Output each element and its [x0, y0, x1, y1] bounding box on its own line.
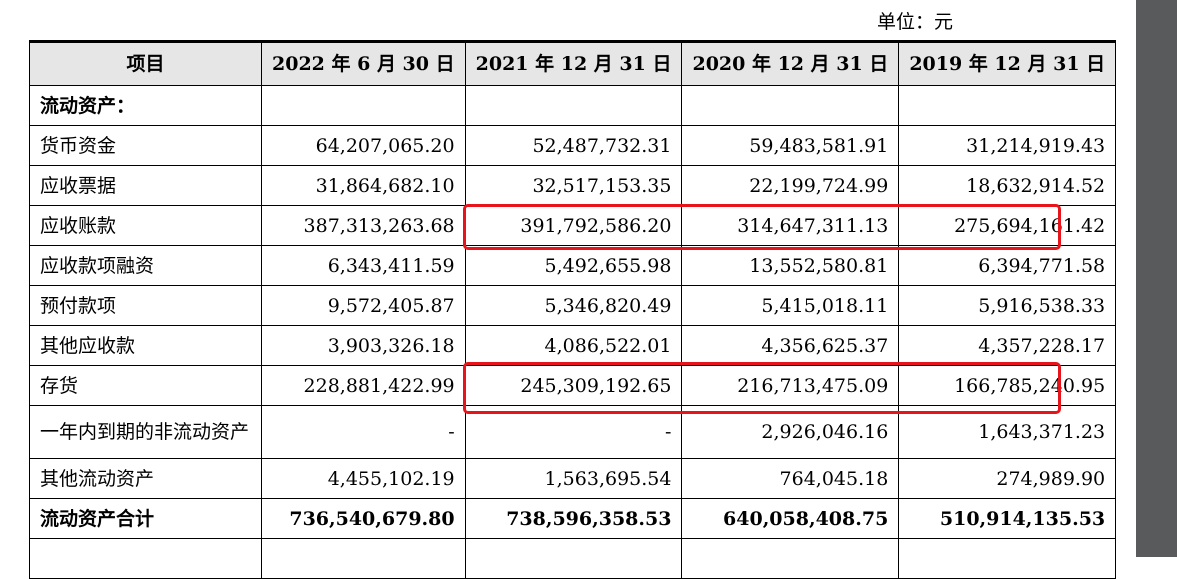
- table-row: 应收票据 31,864,682.10 32,517,153.35 22,199,…: [29, 165, 1117, 206]
- cell: 216,713,475.09: [681, 365, 900, 406]
- row-label: 应收账款: [29, 205, 262, 246]
- table-row: 其他流动资产 4,455,102.19 1,563,695.54 764,045…: [29, 458, 1117, 499]
- highlight-box-inventory: [463, 362, 1061, 414]
- table-header-row: 项目 2022 年 6 月 30 日 2021 年 12 月 31 日 2020…: [29, 41, 1117, 86]
- unit-label: 单位：元: [877, 11, 954, 33]
- cell: 4,086,522.01: [464, 325, 683, 366]
- cell: 274,989.90: [898, 458, 1117, 499]
- table-row: 一年内到期的非流动资产 - - 2,926,046.16 1,643,371.2…: [29, 405, 1117, 459]
- cell: 275,694,161.42: [898, 205, 1117, 246]
- row-label: 其他应收款: [29, 325, 262, 366]
- header-2021-12-31: 2021 年 12 月 31 日: [464, 41, 683, 86]
- cell: [464, 85, 683, 126]
- cell: [464, 538, 683, 579]
- cell: 5,415,018.11: [681, 285, 900, 326]
- table-row: 存货 228,881,422.99 245,309,192.65 216,713…: [29, 365, 1117, 406]
- cell: 6,394,771.58: [898, 245, 1117, 286]
- cell: 31,864,682.10: [261, 165, 466, 206]
- row-label: 流动资产合计: [29, 498, 262, 539]
- cell: -: [464, 405, 683, 459]
- cell: 22,199,724.99: [681, 165, 900, 206]
- cell: 18,632,914.52: [898, 165, 1117, 206]
- cell: [261, 85, 466, 126]
- cell: 4,356,625.37: [681, 325, 900, 366]
- cell: 640,058,408.75: [681, 498, 900, 539]
- viewer-side-panel: [1136, 0, 1177, 557]
- cell: 1,643,371.23: [898, 405, 1117, 459]
- row-label: 预付款项: [29, 285, 262, 326]
- cell: 1,563,695.54: [464, 458, 683, 499]
- document-page: 单位：元 项目 2022 年 6 月 30 日 2021 年 12 月 31 日…: [29, 11, 1117, 579]
- cell: 4,357,228.17: [898, 325, 1117, 366]
- cell: 764,045.18: [681, 458, 900, 499]
- table-row: 预付款项 9,572,405.87 5,346,820.49 5,415,018…: [29, 285, 1117, 326]
- cell: 5,916,538.33: [898, 285, 1117, 326]
- cell: 52,487,732.31: [464, 125, 683, 166]
- cell: -: [261, 405, 466, 459]
- table-row-cutoff: [29, 538, 1117, 579]
- row-label: 其他流动资产: [29, 458, 262, 499]
- cell: 387,313,263.68: [261, 205, 466, 246]
- table-row: 货币资金 64,207,065.20 52,487,732.31 59,483,…: [29, 125, 1117, 166]
- cell: 228,881,422.99: [261, 365, 466, 406]
- row-label: 货币资金: [29, 125, 262, 166]
- cell: 3,903,326.18: [261, 325, 466, 366]
- cell: [681, 85, 900, 126]
- row-label: 一年内到期的非流动资产: [29, 405, 262, 459]
- header-2022-06-30: 2022 年 6 月 30 日: [261, 41, 466, 86]
- cell: 245,309,192.65: [464, 365, 683, 406]
- table-row: 应收款项融资 6,343,411.59 5,492,655.98 13,552,…: [29, 245, 1117, 286]
- cell: [898, 538, 1117, 579]
- header-2019-12-31: 2019 年 12 月 31 日: [898, 41, 1117, 86]
- cell: 166,785,240.95: [898, 365, 1117, 406]
- table-row: 其他应收款 3,903,326.18 4,086,522.01 4,356,62…: [29, 325, 1117, 366]
- table-row-total: 流动资产合计 736,540,679.80 738,596,358.53 640…: [29, 498, 1117, 539]
- cell: 736,540,679.80: [261, 498, 466, 539]
- cell: 738,596,358.53: [464, 498, 683, 539]
- header-2020-12-31: 2020 年 12 月 31 日: [681, 41, 900, 86]
- cell: [898, 85, 1117, 126]
- cell: 4,455,102.19: [261, 458, 466, 499]
- cell: 59,483,581.91: [681, 125, 900, 166]
- balance-sheet-table: 项目 2022 年 6 月 30 日 2021 年 12 月 31 日 2020…: [29, 40, 1117, 579]
- row-label: 存货: [29, 365, 262, 406]
- cell: 9,572,405.87: [261, 285, 466, 326]
- row-label: 应收款项融资: [29, 245, 262, 286]
- highlight-box-accounts-receivable: [463, 204, 1061, 250]
- cell: 2,926,046.16: [681, 405, 900, 459]
- cell: 32,517,153.35: [464, 165, 683, 206]
- row-label: 应收票据: [29, 165, 262, 206]
- cell: [681, 538, 900, 579]
- cell: 510,914,135.53: [898, 498, 1117, 539]
- cell: 5,346,820.49: [464, 285, 683, 326]
- table-row: 流动资产：: [29, 85, 1117, 126]
- row-label: 流动资产：: [29, 85, 262, 126]
- cell: 64,207,065.20: [261, 125, 466, 166]
- cell: 5,492,655.98: [464, 245, 683, 286]
- cell: 31,214,919.43: [898, 125, 1117, 166]
- row-label: [29, 538, 262, 579]
- cell: 13,552,580.81: [681, 245, 900, 286]
- table-row: 应收账款 387,313,263.68 391,792,586.20 314,6…: [29, 205, 1117, 246]
- cell: [261, 538, 466, 579]
- header-item: 项目: [29, 41, 262, 86]
- cell: 6,343,411.59: [261, 245, 466, 286]
